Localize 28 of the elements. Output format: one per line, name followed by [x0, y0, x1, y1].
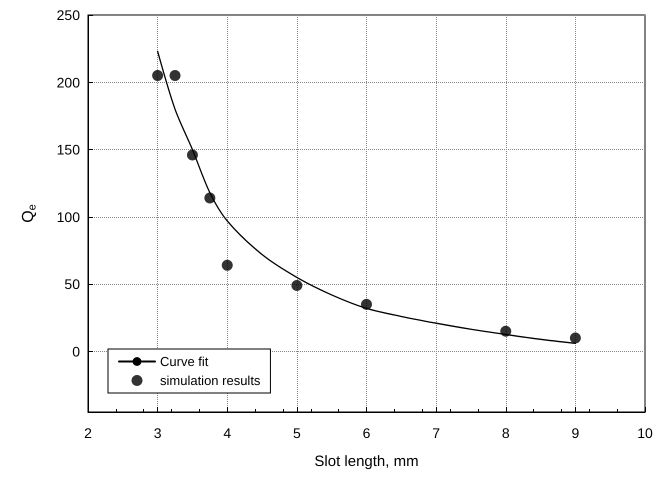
- y-axis-title: Qe: [20, 204, 38, 223]
- x-tick-label: 9: [571, 425, 580, 441]
- y-tick-label: 50: [64, 276, 80, 292]
- point: [204, 192, 216, 204]
- x-tick-label: 5: [292, 425, 301, 441]
- point: [500, 326, 512, 337]
- point: [291, 280, 302, 291]
- point: [222, 260, 233, 271]
- x-tick-label: 8: [502, 425, 510, 441]
- y-tick-label: 200: [56, 74, 80, 90]
- point: [361, 298, 372, 310]
- point: [570, 332, 581, 344]
- y-tick-label: 100: [56, 208, 80, 225]
- x-tick-label: 7: [432, 425, 440, 441]
- point: [152, 70, 164, 82]
- y-tick-label: 250: [56, 7, 80, 23]
- point: [186, 149, 198, 160]
- legend-label: simulation results: [160, 373, 261, 388]
- point: [170, 70, 181, 82]
- legend-label: Curve fit: [160, 354, 209, 369]
- x-tick-label: 4: [223, 425, 232, 441]
- x-tick-label: 6: [362, 425, 371, 441]
- x-axis-title: Slot length, mm: [314, 453, 419, 470]
- y-tick-label: 0: [72, 343, 80, 360]
- x-tick-label: 10: [637, 425, 653, 441]
- y-tick-label: 150: [56, 142, 80, 158]
- x-tick-label: 2: [84, 425, 92, 441]
- x-tick-label: 3: [154, 425, 162, 441]
